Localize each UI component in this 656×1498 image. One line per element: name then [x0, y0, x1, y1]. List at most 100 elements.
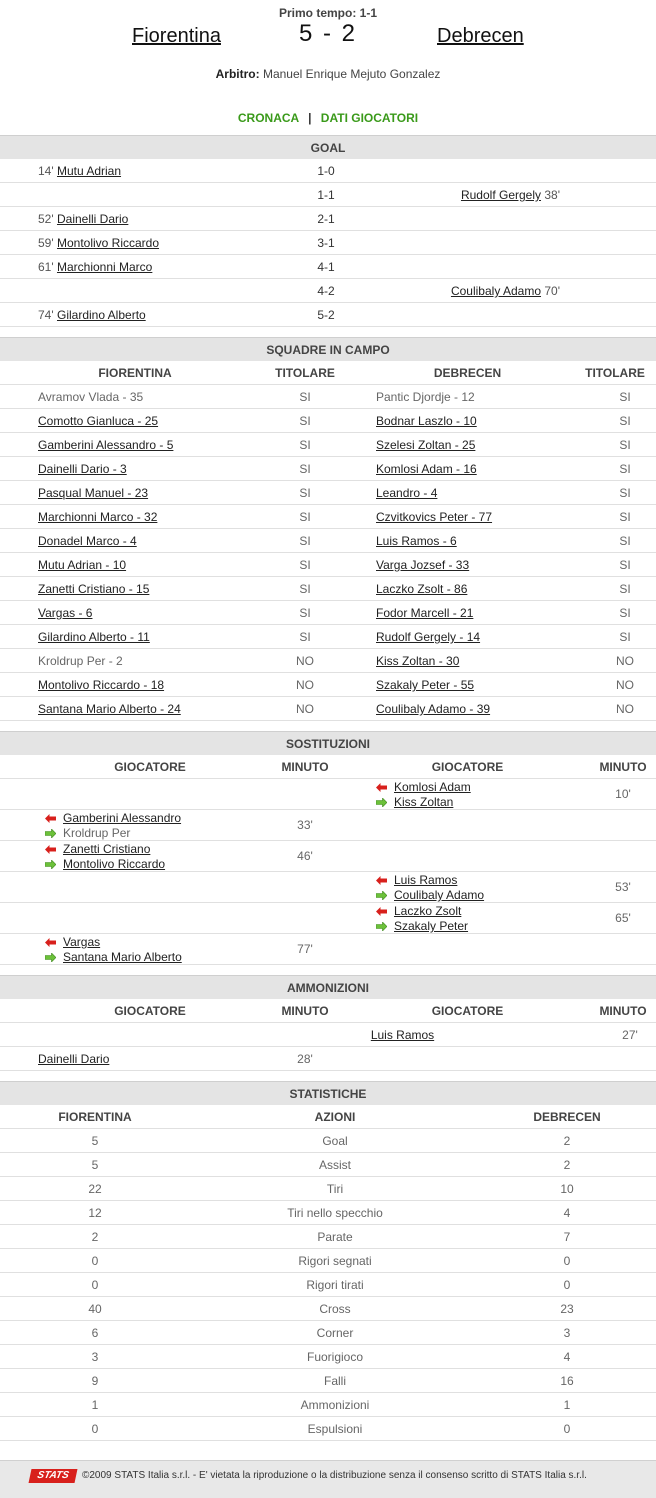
- away-player-link[interactable]: Szakaly Peter - 55: [376, 678, 475, 692]
- sub-out-player[interactable]: Zanetti Cristiano: [63, 842, 151, 856]
- stat-row: 5 Goal 2: [0, 1129, 656, 1153]
- stat-home-value: 5: [91, 1134, 99, 1148]
- away-titolare: SI: [619, 510, 631, 524]
- sub-in-player[interactable]: Santana Mario Alberto: [63, 950, 182, 964]
- sub-minute: 65': [615, 911, 631, 925]
- lineup-row: Kroldrup Per - 2 NO Kiss Zoltan - 30 NO: [0, 649, 656, 673]
- home-player-link[interactable]: Gamberini Alessandro - 5: [38, 438, 174, 452]
- home-titolare: SI: [299, 558, 311, 572]
- col-away-team: DEBRECEN: [433, 366, 502, 380]
- away-player-link[interactable]: Varga Jozsef - 33: [376, 558, 470, 572]
- home-player-link[interactable]: Dainelli Dario - 3: [38, 462, 127, 476]
- tab-dati-giocatori[interactable]: DATI GIOCATORI: [320, 111, 419, 125]
- stats-header-row: FIORENTINA AZIONI DEBRECEN: [0, 1105, 656, 1129]
- stat-home-value: 0: [91, 1422, 99, 1436]
- home-player-link[interactable]: Vargas - 6: [38, 606, 93, 620]
- home-team-link[interactable]: Fiorentina: [132, 25, 221, 47]
- footer: STATS ©2009 STATS Italia s.r.l. - E' vie…: [0, 1460, 656, 1498]
- away-team-link[interactable]: Debrecen: [437, 25, 524, 47]
- away-player-link[interactable]: Czvitkovics Peter - 77: [376, 510, 493, 524]
- sub-minute: 10': [615, 787, 631, 801]
- home-titolare: SI: [299, 462, 311, 476]
- goal-scorer-link[interactable]: Gilardino Alberto: [56, 308, 146, 322]
- lineup-row: Gilardino Alberto - 11 SI Rudolf Gergely -…: [0, 625, 656, 649]
- col-titolare-home: TITOLARE: [275, 366, 335, 380]
- home-player-link[interactable]: Comotto Gianluca - 25: [38, 414, 159, 428]
- away-player-link[interactable]: Coulibaly Adamo - 39: [376, 702, 491, 716]
- sub-in-player[interactable]: Montolivo Riccardo: [63, 857, 166, 871]
- sub-minute: 46': [297, 849, 313, 863]
- away-titolare: NO: [616, 702, 634, 716]
- sub-in-arrow-icon: [45, 953, 56, 962]
- home-player-link[interactable]: Montolivo Riccardo - 18: [38, 678, 165, 692]
- sub-out-player[interactable]: Komlosi Adam: [394, 780, 471, 794]
- stats-logo: STATS: [28, 1469, 78, 1483]
- sub-out-player[interactable]: Gamberini Alessandro: [63, 811, 182, 825]
- away-player-link[interactable]: Szelesi Zoltan - 25: [376, 438, 476, 452]
- away-player-link[interactable]: Fodor Marcell - 21: [376, 606, 474, 620]
- home-player-link[interactable]: Pasqual Manuel - 23: [38, 486, 149, 500]
- sub-out-player[interactable]: Laczko Zsolt: [394, 904, 462, 918]
- sub-in-player[interactable]: Kiss Zoltan: [394, 795, 454, 809]
- goal-scorer-link[interactable]: Montolivo Riccardo: [56, 236, 160, 250]
- booked-player-link[interactable]: Dainelli Dario: [38, 1052, 110, 1066]
- home-player-link[interactable]: Mutu Adrian - 10: [38, 558, 127, 572]
- goal-scorer-link[interactable]: Dainelli Dario: [56, 212, 129, 226]
- col-giocatore: GIOCATORE: [431, 760, 504, 774]
- away-player-link[interactable]: Komlosi Adam - 16: [376, 462, 477, 476]
- goal-scorer-link[interactable]: Marchionni Marco: [56, 260, 153, 274]
- stat-label: Ammonizioni: [300, 1398, 370, 1412]
- substitution-row: Komlosi Adam Kiss Zoltan 10': [0, 779, 656, 810]
- sub-out-player[interactable]: Vargas: [63, 935, 101, 949]
- goal-home-event: 59' Montolivo Riccardo: [38, 231, 159, 255]
- home-player-link[interactable]: Donadel Marco - 4: [38, 534, 137, 548]
- away-titolare: NO: [616, 654, 634, 668]
- lineup-row: Avramov Vlada - 35 SI Pantic Djordje - 12 S…: [0, 385, 656, 409]
- goals-section: GOAL 1-0 14' Mutu Adrian 1-1 Rudolf Gergely…: [0, 135, 656, 327]
- away-player-link[interactable]: Bodnar Laszlo - 10: [376, 414, 477, 428]
- tab-cronaca[interactable]: CRONACA: [237, 111, 299, 125]
- goal-home-event: 52' Dainelli Dario: [38, 207, 128, 231]
- away-titolare: SI: [619, 534, 631, 548]
- goal-minute: 14': [38, 164, 54, 178]
- home-player-link[interactable]: Zanetti Cristiano - 15: [38, 582, 150, 596]
- stat-label: Rigori segnati: [298, 1254, 372, 1268]
- goal-scorer-link[interactable]: Rudolf Gergely: [460, 188, 542, 202]
- away-player-link[interactable]: Laczko Zsolt - 86: [376, 582, 468, 596]
- booking-minute: 27': [622, 1028, 638, 1042]
- stat-row: 2 Parate 7: [0, 1225, 656, 1249]
- section-title: SOSTITUZIONI: [0, 731, 656, 755]
- lineups-header-row: FIORENTINA TITOLARE DEBRECEN TITOLARE: [0, 361, 656, 385]
- lineup-row: Santana Mario Alberto - 24 NO Coulibaly Ad…: [0, 697, 656, 721]
- away-player-link[interactable]: Rudolf Gergely - 14: [376, 630, 481, 644]
- away-player-link[interactable]: Kiss Zoltan - 30: [376, 654, 460, 668]
- subs-header-row: GIOCATORE MINUTO GIOCATORE MINUTO: [0, 755, 656, 779]
- away-player-link[interactable]: Luis Ramos - 6: [376, 534, 457, 548]
- away-player-link[interactable]: Leandro - 4: [376, 486, 438, 500]
- sub-out-player[interactable]: Luis Ramos: [394, 873, 458, 887]
- substitution-row: Luis Ramos Coulibaly Adamo 53': [0, 872, 656, 903]
- home-player-link[interactable]: Santana Mario Alberto - 24: [38, 702, 181, 716]
- stat-home-value: 5: [91, 1158, 99, 1172]
- away-player: Pantic Djordje - 12: [376, 390, 475, 404]
- home-player-link[interactable]: Gilardino Alberto - 11: [38, 630, 150, 644]
- sub-in-player[interactable]: Szakaly Peter: [394, 919, 469, 933]
- goal-row: 2-1 52' Dainelli Dario: [0, 207, 656, 231]
- stat-away-value: 4: [563, 1206, 571, 1220]
- stat-row: 9 Falli 16: [0, 1369, 656, 1393]
- stat-away-value: 0: [563, 1278, 571, 1292]
- booked-player-link[interactable]: Luis Ramos: [370, 1028, 435, 1042]
- sub-in-player[interactable]: Coulibaly Adamo: [394, 888, 485, 902]
- statistics-section: STATISTICHE FIORENTINA AZIONI DEBRECEN 5…: [0, 1081, 656, 1441]
- sub-out-arrow-icon: [45, 845, 56, 854]
- goal-row: 4-1 61' Marchionni Marco: [0, 255, 656, 279]
- section-title: SQUADRE IN CAMPO: [0, 337, 656, 361]
- goal-scorer-link[interactable]: Coulibaly Adamo: [450, 284, 542, 298]
- sub-out-arrow-icon: [45, 938, 56, 947]
- home-player-link[interactable]: Marchionni Marco - 32: [38, 510, 158, 524]
- goal-scorer-link[interactable]: Mutu Adrian: [56, 164, 122, 178]
- section-title: STATISTICHE: [0, 1081, 656, 1105]
- stat-away-value: 16: [560, 1374, 574, 1388]
- goal-home-event: 61' Marchionni Marco: [38, 255, 152, 279]
- final-score: 5 - 2: [298, 20, 358, 47]
